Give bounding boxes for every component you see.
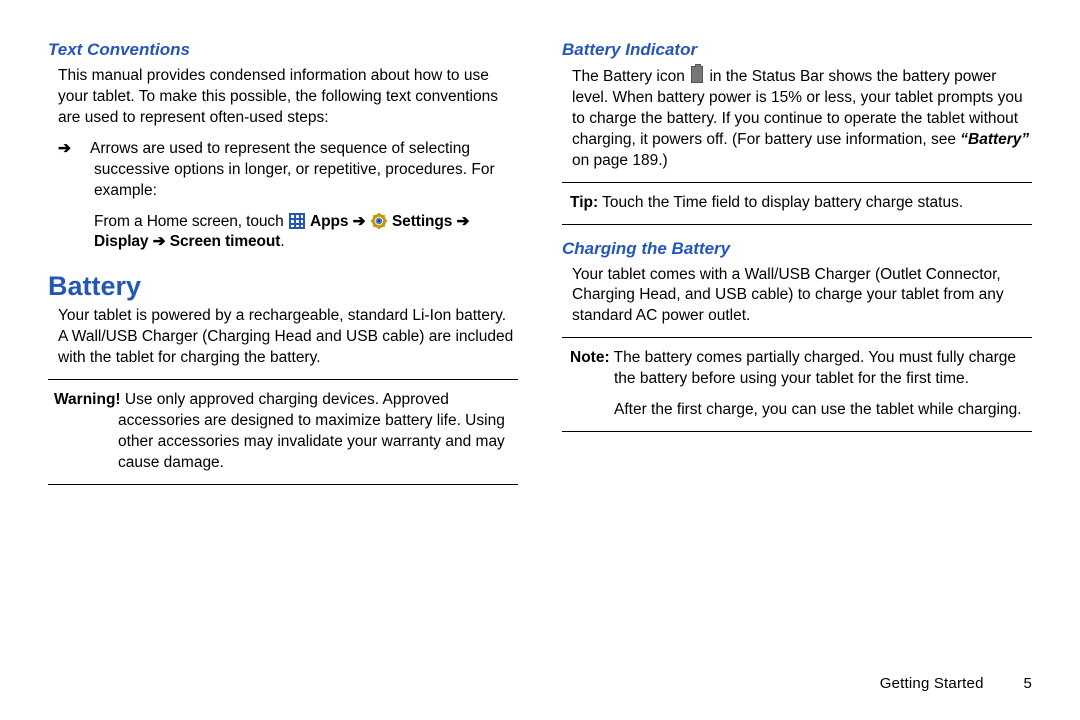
horizontal-rule bbox=[562, 182, 1032, 183]
section-heading-battery: Battery bbox=[48, 271, 518, 302]
arrow-bullet-icon: ➔ bbox=[76, 139, 90, 160]
warning-block: Warning! Use only approved charging devi… bbox=[48, 390, 518, 474]
paragraph: Your tablet is powered by a rechargeable… bbox=[48, 306, 518, 369]
arrow-icon: ➔ bbox=[353, 213, 366, 230]
text: on page 189.) bbox=[572, 152, 668, 169]
example-line: From a Home screen, touch Apps ➔ Setting… bbox=[48, 212, 518, 254]
bullet-arrows: ➔Arrows are used to represent the sequen… bbox=[48, 139, 518, 202]
page: Text Conventions This manual provides co… bbox=[0, 0, 1080, 515]
text: The Battery icon bbox=[572, 68, 689, 85]
apps-label: Apps bbox=[310, 213, 348, 230]
paragraph: The Battery icon in the Status Bar shows… bbox=[562, 66, 1032, 172]
bullet-text: Arrows are used to represent the sequenc… bbox=[90, 140, 495, 199]
tip-block: Tip: Touch the Time field to display bat… bbox=[562, 193, 1032, 214]
paragraph: After the first charge, you can use the … bbox=[562, 400, 1032, 421]
note-block: Note: The battery comes partially charge… bbox=[562, 348, 1032, 390]
horizontal-rule bbox=[562, 224, 1032, 225]
tip-text: Touch the Time field to display battery … bbox=[598, 194, 963, 211]
settings-icon bbox=[371, 213, 387, 229]
page-footer: Getting Started 5 bbox=[880, 675, 1032, 692]
warning-text: Use only approved charging devices. Appr… bbox=[118, 391, 505, 471]
arrow-icon: ➔ bbox=[153, 233, 166, 250]
paragraph: Your tablet comes with a Wall/USB Charge… bbox=[562, 265, 1032, 328]
left-column: Text Conventions This manual provides co… bbox=[48, 40, 518, 495]
settings-label: Settings bbox=[392, 213, 452, 230]
subheading-text-conventions: Text Conventions bbox=[48, 40, 518, 60]
note-text: The battery comes partially charged. You… bbox=[610, 349, 1016, 387]
example-pre: From a Home screen, touch bbox=[94, 213, 288, 230]
horizontal-rule bbox=[48, 484, 518, 485]
cross-ref: “Battery” bbox=[960, 131, 1029, 148]
paragraph: This manual provides condensed informati… bbox=[48, 66, 518, 129]
page-number: 5 bbox=[1004, 675, 1032, 692]
footer-section: Getting Started bbox=[880, 675, 984, 692]
apps-icon bbox=[289, 213, 305, 229]
subheading-charging: Charging the Battery bbox=[562, 239, 1032, 259]
warning-label: Warning! bbox=[54, 391, 121, 408]
screen-timeout-label: Screen timeout bbox=[170, 233, 281, 250]
period: . bbox=[280, 233, 284, 250]
note-label: Note: bbox=[570, 349, 610, 366]
horizontal-rule bbox=[562, 431, 1032, 432]
battery-icon bbox=[691, 66, 703, 83]
horizontal-rule bbox=[48, 379, 518, 380]
arrow-icon: ➔ bbox=[457, 213, 470, 230]
right-column: Battery Indicator The Battery icon in th… bbox=[562, 40, 1032, 495]
subheading-battery-indicator: Battery Indicator bbox=[562, 40, 1032, 60]
tip-label: Tip: bbox=[570, 194, 598, 211]
display-label: Display bbox=[94, 233, 148, 250]
horizontal-rule bbox=[562, 337, 1032, 338]
